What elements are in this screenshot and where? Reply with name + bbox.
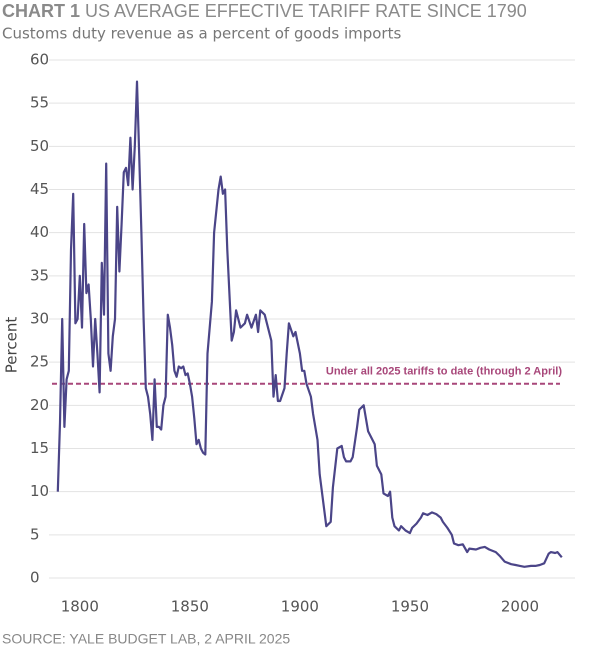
x-tick-label: 1900 bbox=[281, 598, 319, 616]
y-tick-label: 15 bbox=[30, 439, 49, 457]
x-tick-label: 1850 bbox=[171, 598, 209, 616]
y-tick-label: 5 bbox=[30, 525, 40, 543]
y-tick-label: 30 bbox=[30, 310, 49, 328]
y-tick-label: 55 bbox=[30, 94, 49, 112]
title-label: CHART 1 bbox=[2, 1, 80, 21]
y-tick-label: 45 bbox=[30, 180, 49, 198]
y-tick-label: 0 bbox=[30, 569, 40, 587]
y-tick-label: 50 bbox=[30, 137, 49, 155]
y-tick-label: 35 bbox=[30, 266, 49, 284]
y-tick-label: 60 bbox=[30, 51, 49, 69]
y-tick-label: 40 bbox=[30, 223, 49, 241]
x-tick-label: 2000 bbox=[501, 598, 539, 616]
source: SOURCE: YALE BUDGET LAB, 2 APRIL 2025 bbox=[2, 631, 290, 647]
subtitle: Customs duty revenue as a percent of goo… bbox=[2, 25, 401, 43]
y-axis-label: Percent bbox=[3, 317, 21, 374]
reference-label: Under all 2025 tariffs to date (through … bbox=[326, 366, 562, 378]
y-tick-label: 10 bbox=[30, 482, 49, 500]
x-tick-label: 1950 bbox=[391, 598, 429, 616]
data-line bbox=[56, 80, 563, 568]
x-tick-label: 1800 bbox=[61, 598, 99, 616]
title-text: US AVERAGE EFFECTIVE TARIFF RATE SINCE 1… bbox=[85, 1, 527, 21]
y-tick-label: 25 bbox=[30, 353, 49, 371]
chart-title: CHART 1 US AVERAGE EFFECTIVE TARIFF RATE … bbox=[2, 1, 527, 21]
y-tick-label: 20 bbox=[30, 396, 49, 414]
